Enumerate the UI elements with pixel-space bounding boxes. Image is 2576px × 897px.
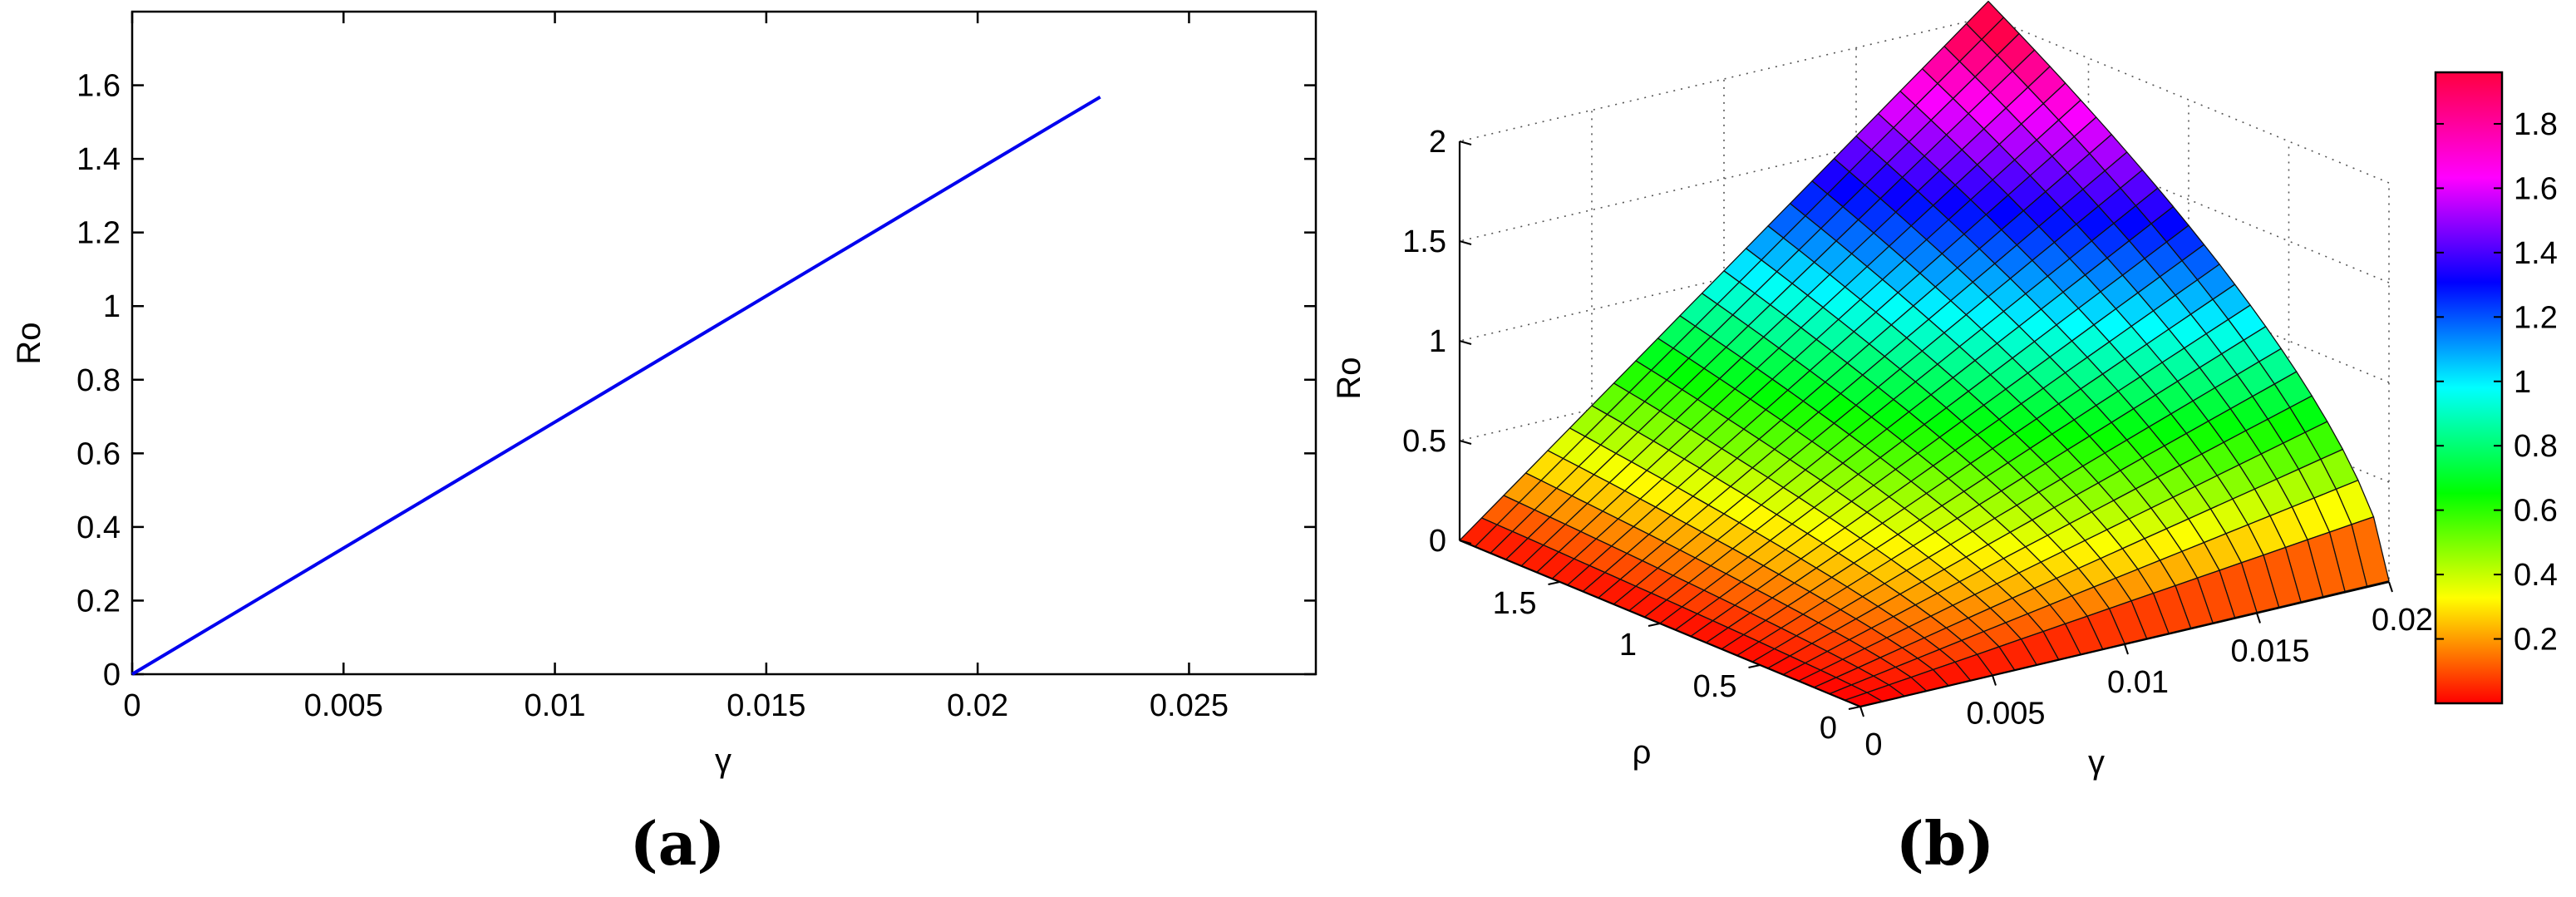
gamma-tick-label: 0.01: [2107, 665, 2169, 700]
y-tick-label-a: 0.4: [76, 510, 121, 545]
gamma-tick: [2124, 643, 2129, 655]
z-tick-label: 0: [1429, 524, 1446, 559]
x-tick-label-a: 0: [123, 688, 140, 723]
colorbar-tick-label: 1.4: [2514, 236, 2558, 271]
x-tick-label-a: 0.01: [525, 688, 586, 723]
rho-tick: [1748, 664, 1761, 668]
x-tick-label-a: 0.015: [727, 688, 805, 723]
axis-ticks-a: [131, 12, 1316, 676]
x-tick-label-a: 0.02: [947, 688, 1008, 723]
y-tick-label-a: 0.6: [76, 436, 121, 471]
colorbar-tick-label: 0.6: [2514, 494, 2558, 529]
axes-b: [1458, 140, 2393, 717]
y-tick-label-a: 1.2: [76, 216, 121, 251]
y-tick-label-a: 1.4: [76, 142, 121, 177]
z-tick-label: 2: [1429, 125, 1446, 160]
z-axis-label-b: Ro: [1331, 357, 1367, 399]
surface-chart-panel: 0 0.5 1 1.5 0 0.005 0.01 0.015 0.02 0 0.5 1 1.5 2 ρ γ…: [1331, 0, 2558, 879]
gamma-tick: [1859, 706, 1864, 717]
z-tick-label: 1: [1429, 324, 1446, 359]
panel-label-b: (b): [1896, 808, 1994, 879]
x-axis-label-b: ρ: [1633, 734, 1652, 771]
rho-tick: [1648, 623, 1661, 627]
x-tick-label-a: 0.025: [1150, 688, 1229, 723]
gamma-tick-label: 0.015: [2230, 634, 2309, 669]
colorbar-ticks: 0.2 0.4 0.6 0.8 1 1.2 1.4 1.6 1.8: [2436, 107, 2558, 658]
rho-tick: [1848, 706, 1861, 710]
tick-labels-b: 0 0.5 1 1.5 0 0.005 0.01 0.015 0.02 0 0.5 1 1.5 2: [1402, 125, 2433, 762]
gamma-tick-label: 0.02: [2372, 603, 2433, 638]
z-tick: [1459, 540, 1472, 545]
z-tick: [1459, 440, 1472, 445]
colorbar-tick-label: 1.2: [2514, 300, 2558, 335]
gamma-tick: [2256, 613, 2261, 623]
z-tick: [1459, 140, 1472, 145]
x-axis-label-a: γ: [715, 742, 731, 779]
x-tick-label-a: 0.005: [304, 688, 383, 723]
colorbar-tick-label: 1: [2514, 365, 2531, 400]
z-tick: [1459, 240, 1472, 245]
gamma-tick: [1992, 675, 1997, 686]
z-tick-label: 1.5: [1402, 224, 1446, 259]
rho-tick: [1548, 581, 1560, 585]
rho-tick-label: 0.5: [1693, 669, 1737, 704]
y-tick-label-a: 1: [103, 289, 121, 324]
y-tick-label-a: 1.6: [76, 69, 121, 104]
y-tick-label-a: 0: [103, 658, 121, 692]
y-axis-label-b: γ: [2088, 744, 2105, 781]
colorbar-tick-label: 0.2: [2514, 623, 2558, 658]
panel-label-a: (a): [630, 808, 726, 879]
rho-tick-label: 0: [1820, 711, 1837, 746]
z-tick-label: 0.5: [1402, 424, 1446, 459]
tick-labels-a: 0 0.005 0.01 0.015 0.02 0.025 0 0.2 0.4 0.6 0.8 1 1.…: [76, 69, 1229, 723]
series-line: [131, 95, 1101, 676]
colorbar-tick-label: 1.6: [2514, 171, 2558, 206]
y-tick-label-a: 0.2: [76, 584, 121, 619]
line-chart-panel: 0 0.005 0.01 0.015 0.02 0.025 0 0.2 0.4 0.6 0.8 1 1.…: [11, 10, 1318, 879]
colorbar-tick-label: 1.8: [2514, 107, 2558, 142]
z-tick: [1459, 340, 1472, 345]
rho-tick-label: 1.5: [1493, 586, 1537, 621]
colorbar: [2434, 71, 2504, 705]
y-axis-label-a: Ro: [11, 322, 47, 364]
y-tick-label-a: 0.8: [76, 363, 121, 398]
surface-mesh: [1459, 0, 2390, 707]
colorbar-tick-label: 0.4: [2514, 558, 2558, 593]
colorbar-tick-label: 0.8: [2514, 429, 2558, 464]
gamma-tick-label: 0.005: [1966, 697, 2045, 732]
plot-area-a: [131, 10, 1318, 676]
gamma-tick-label: 0: [1864, 727, 1882, 762]
gamma-tick: [2388, 581, 2393, 593]
rho-tick-label: 1: [1619, 628, 1637, 663]
